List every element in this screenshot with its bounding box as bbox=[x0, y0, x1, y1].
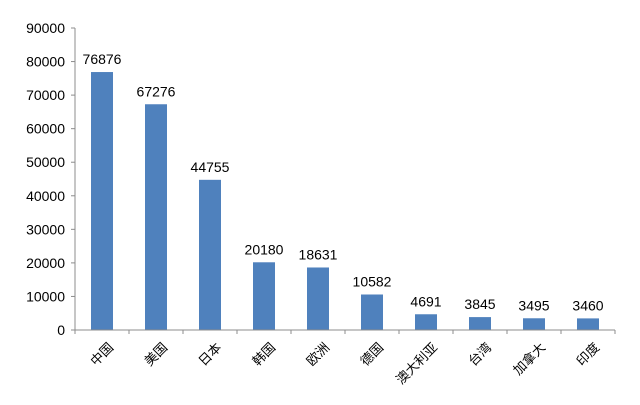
data-label: 10582 bbox=[353, 273, 392, 289]
data-labels-group: 76876 67276 44755 20180 18631 10582 4691 3845 34… bbox=[83, 51, 604, 313]
bar bbox=[307, 267, 329, 330]
x-category-label: 韩国 bbox=[250, 340, 279, 369]
x-category-label: 印度 bbox=[573, 340, 603, 370]
y-tick-label: 50000 bbox=[26, 154, 65, 170]
bar bbox=[199, 179, 221, 330]
y-tick-label: 70000 bbox=[26, 87, 65, 103]
data-label: 76876 bbox=[83, 51, 122, 67]
bar bbox=[577, 318, 599, 330]
bar bbox=[91, 72, 113, 330]
y-tick-label: 10000 bbox=[26, 288, 65, 304]
bar bbox=[523, 318, 545, 330]
data-label: 4691 bbox=[410, 293, 441, 309]
x-category-label: 欧洲 bbox=[304, 340, 333, 369]
data-label: 44755 bbox=[191, 159, 230, 175]
data-label: 20180 bbox=[245, 241, 284, 257]
bar bbox=[469, 317, 491, 330]
bars-group bbox=[91, 72, 599, 330]
bar bbox=[415, 314, 437, 330]
data-label: 67276 bbox=[137, 83, 176, 99]
bar bbox=[361, 294, 383, 330]
y-tick-label: 30000 bbox=[26, 221, 65, 237]
bar bbox=[145, 104, 167, 330]
x-category-label: 日本 bbox=[196, 340, 225, 369]
x-category-label: 澳大利亚 bbox=[393, 340, 441, 388]
y-tick-label: 60000 bbox=[26, 121, 65, 137]
data-label: 3460 bbox=[572, 297, 603, 313]
x-category-label: 美国 bbox=[142, 340, 171, 369]
x-axis-labels: 中国 美国 日本 韩国 欧洲 德国 澳大利亚 台湾 加拿大 印度 bbox=[88, 340, 603, 388]
x-category-label: 中国 bbox=[88, 340, 117, 369]
y-tick-label: 20000 bbox=[26, 255, 65, 271]
x-category-label: 德国 bbox=[358, 340, 387, 369]
y-tick-label: 80000 bbox=[26, 54, 65, 70]
x-category-label: 加拿大 bbox=[510, 340, 549, 379]
data-label: 18631 bbox=[299, 246, 338, 262]
y-tick-label: 0 bbox=[57, 322, 65, 338]
data-label: 3495 bbox=[518, 297, 549, 313]
y-tick-label: 40000 bbox=[26, 188, 65, 204]
y-axis-ticks: 0 10000 20000 30000 40000 50000 60000 70000 8000… bbox=[26, 20, 65, 338]
y-tick-label: 90000 bbox=[26, 20, 65, 36]
axes-group bbox=[71, 27, 616, 334]
bar bbox=[253, 262, 275, 330]
x-category-label: 台湾 bbox=[465, 340, 495, 370]
data-label: 3845 bbox=[464, 296, 495, 312]
